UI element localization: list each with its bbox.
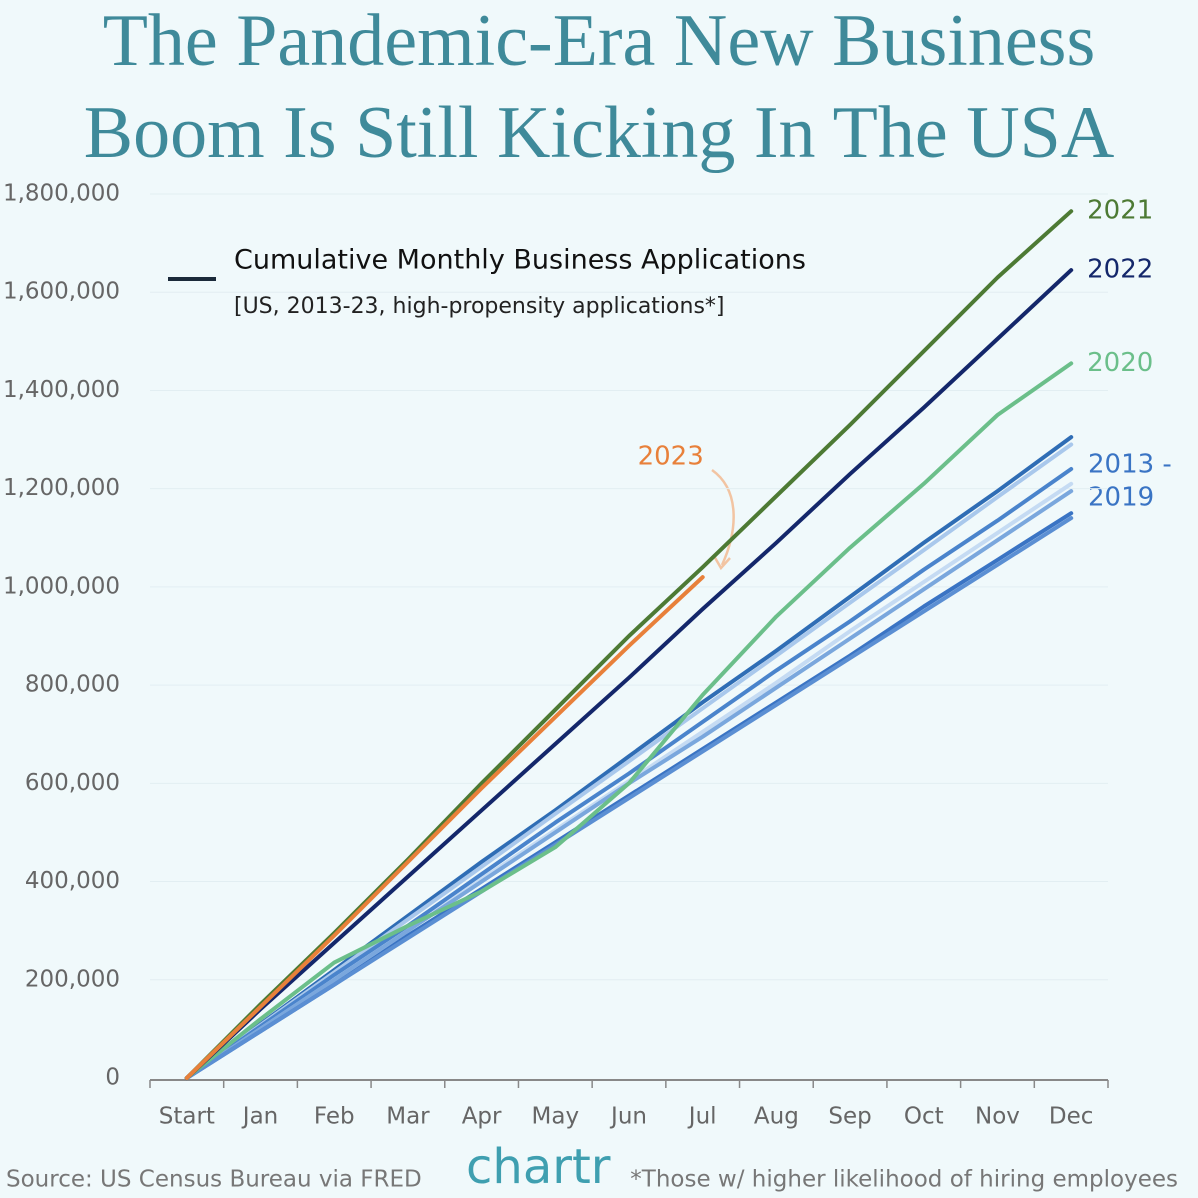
x-tick-label: Apr [462, 1104, 502, 1130]
footnote: *Those w/ higher likelihood of hiring em… [630, 1167, 1178, 1193]
series-line [184, 516, 1074, 1080]
x-tick-label: Dec [1049, 1104, 1094, 1130]
series-label: 2021 [1087, 196, 1153, 226]
y-tick-label: 1,400,000 [3, 377, 120, 403]
y-tick-label: 1,800,000 [3, 181, 120, 207]
y-tick-label: 0 [105, 1065, 120, 1091]
x-tick-label: Oct [904, 1104, 944, 1130]
x-tick-label: Start [159, 1104, 215, 1130]
source: Source: US Census Bureau via FRED [6, 1167, 422, 1193]
x-tick-label: Aug [754, 1104, 799, 1130]
series-label: 2023 [638, 442, 704, 472]
y-tick-label: 1,200,000 [3, 475, 120, 501]
y-tick-label: 1,600,000 [3, 279, 120, 305]
brand: chartr [466, 1139, 611, 1195]
series-line [184, 575, 705, 1080]
legend-title: Cumulative Monthly Business Applications [234, 245, 806, 276]
y-tick-label: 200,000 [25, 966, 120, 992]
y-tick-label: 800,000 [25, 672, 120, 698]
annotation-arrow [711, 468, 735, 566]
x-tick-label: Sep [828, 1104, 871, 1130]
group-label: 2013 - [1088, 450, 1172, 480]
series-line [184, 361, 1074, 1080]
x-tick-label: May [532, 1104, 580, 1130]
series-label: 2022 [1087, 255, 1153, 285]
x-tick-label: Jul [687, 1104, 717, 1130]
y-tick-label: 400,000 [25, 868, 120, 894]
group-label: 2019 [1088, 483, 1154, 513]
x-tick-label: Feb [314, 1104, 355, 1130]
y-tick-label: 1,000,000 [3, 573, 120, 599]
series-line [184, 268, 1074, 1080]
series-line [184, 442, 1074, 1080]
chart-title: The Pandemic-Era New Business [103, 0, 1096, 82]
series-label: 2020 [1087, 348, 1153, 378]
legend-subtitle: [US, 2013-23, high-propensity applicatio… [234, 294, 725, 319]
annotation-arrow-head [712, 555, 731, 571]
x-tick-label: Mar [386, 1104, 430, 1130]
y-tick-label: 600,000 [25, 770, 120, 796]
x-tick-label: Nov [975, 1104, 1020, 1130]
chart-title: Boom Is Still Kicking In The USA [84, 92, 1115, 174]
series-line [184, 467, 1074, 1080]
x-tick-label: Jun [609, 1104, 647, 1130]
x-tick-label: Jan [241, 1104, 278, 1130]
